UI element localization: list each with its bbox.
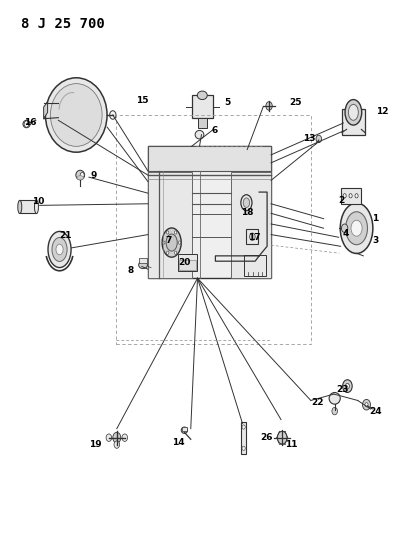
Text: 7: 7 <box>165 237 172 246</box>
Text: 11: 11 <box>285 440 298 449</box>
Ellipse shape <box>76 170 85 180</box>
Circle shape <box>174 251 177 254</box>
Ellipse shape <box>80 172 84 177</box>
Bar <box>178 254 197 271</box>
Circle shape <box>166 231 169 234</box>
Circle shape <box>166 251 169 254</box>
Bar <box>148 147 271 278</box>
Bar <box>341 188 361 204</box>
Text: 25: 25 <box>289 98 302 107</box>
Circle shape <box>342 224 348 232</box>
Bar <box>116 115 311 344</box>
Text: 8: 8 <box>128 266 134 275</box>
Bar <box>139 258 147 263</box>
Ellipse shape <box>340 203 373 254</box>
Text: 4: 4 <box>342 229 349 238</box>
Polygon shape <box>43 102 47 119</box>
Bar <box>20 200 36 213</box>
Circle shape <box>316 135 322 143</box>
Text: 17: 17 <box>249 233 261 242</box>
Text: 10: 10 <box>32 197 44 206</box>
Bar <box>231 172 271 278</box>
Circle shape <box>114 441 120 448</box>
Bar <box>179 260 196 270</box>
Bar <box>342 109 365 135</box>
Ellipse shape <box>45 78 107 152</box>
Bar <box>244 255 266 276</box>
Ellipse shape <box>351 220 362 236</box>
Circle shape <box>106 434 112 441</box>
Text: 23: 23 <box>337 385 349 394</box>
Ellipse shape <box>50 84 102 147</box>
Circle shape <box>110 111 116 119</box>
Text: 3: 3 <box>372 237 379 246</box>
Ellipse shape <box>162 228 181 257</box>
Text: 18: 18 <box>241 208 253 217</box>
Ellipse shape <box>139 261 147 269</box>
Circle shape <box>122 434 128 441</box>
Circle shape <box>346 383 350 389</box>
Circle shape <box>332 407 338 415</box>
Ellipse shape <box>34 200 38 214</box>
Ellipse shape <box>23 120 30 128</box>
Ellipse shape <box>195 131 204 139</box>
Text: 2: 2 <box>338 196 345 205</box>
Text: 22: 22 <box>311 398 324 407</box>
Text: 19: 19 <box>89 440 102 449</box>
Circle shape <box>363 399 371 410</box>
Circle shape <box>250 233 255 240</box>
Ellipse shape <box>77 175 83 180</box>
Text: 12: 12 <box>376 107 389 116</box>
Ellipse shape <box>166 234 177 251</box>
Bar <box>192 95 213 118</box>
Text: 24: 24 <box>370 407 382 416</box>
Ellipse shape <box>18 200 22 214</box>
Circle shape <box>343 193 346 198</box>
Text: 8 J 25 700: 8 J 25 700 <box>21 17 104 30</box>
Text: 26: 26 <box>260 433 273 442</box>
Ellipse shape <box>241 195 252 211</box>
Circle shape <box>266 102 272 110</box>
Ellipse shape <box>243 198 250 207</box>
Circle shape <box>113 432 121 443</box>
Ellipse shape <box>198 91 207 100</box>
Circle shape <box>178 241 181 244</box>
Bar <box>148 172 192 278</box>
Text: 6: 6 <box>211 126 217 135</box>
Ellipse shape <box>56 244 63 255</box>
Circle shape <box>174 231 177 234</box>
Ellipse shape <box>346 212 367 245</box>
Circle shape <box>355 193 358 198</box>
Text: 1: 1 <box>372 214 379 223</box>
Text: 5: 5 <box>224 98 230 107</box>
Bar <box>198 118 207 128</box>
Ellipse shape <box>52 238 67 262</box>
Circle shape <box>277 431 287 444</box>
Bar <box>241 422 246 454</box>
Circle shape <box>242 446 245 450</box>
Bar <box>148 147 271 171</box>
Text: 21: 21 <box>59 231 72 240</box>
Ellipse shape <box>181 427 188 433</box>
Ellipse shape <box>48 231 71 268</box>
Circle shape <box>365 402 368 407</box>
Ellipse shape <box>329 392 340 404</box>
Circle shape <box>349 193 352 198</box>
Circle shape <box>343 379 352 392</box>
Text: 16: 16 <box>24 118 36 127</box>
Text: 15: 15 <box>136 96 148 105</box>
Ellipse shape <box>348 104 358 120</box>
Text: 20: 20 <box>178 258 191 266</box>
Ellipse shape <box>345 100 362 125</box>
Circle shape <box>24 121 29 127</box>
Text: 13: 13 <box>303 134 316 143</box>
Text: 14: 14 <box>172 439 184 448</box>
Circle shape <box>242 425 245 429</box>
Circle shape <box>162 241 165 244</box>
Text: 9: 9 <box>90 171 97 180</box>
Bar <box>182 427 187 431</box>
Bar <box>247 229 258 244</box>
